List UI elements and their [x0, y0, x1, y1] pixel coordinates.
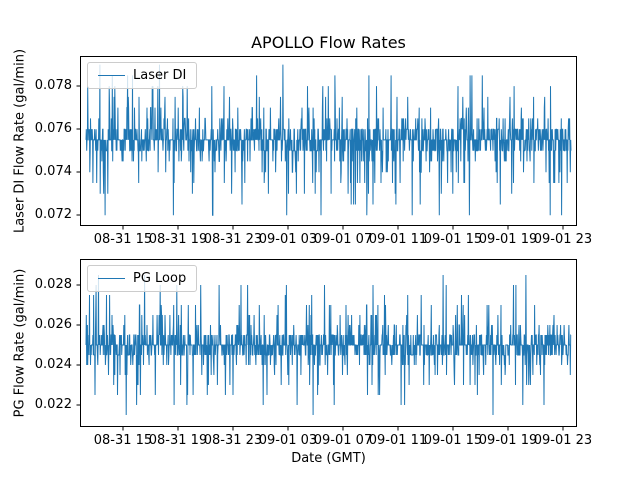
- x-tick-label: 08-31 15: [93, 433, 153, 448]
- x-tick-label: 09-01 07: [313, 433, 373, 448]
- x-tick-label: 09-01 11: [368, 433, 428, 448]
- pg-loop-series-line: [85, 274, 572, 416]
- y-tick-label: 0.024: [34, 357, 72, 372]
- subplot-pg-plot-area: [76, 259, 577, 431]
- y-tick-label: 0.074: [34, 164, 72, 180]
- x-tick-label: 08-31 23: [203, 232, 263, 247]
- figure-title: APOLLO Flow Rates: [251, 33, 406, 52]
- x-tick-label: 08-31 15: [93, 232, 153, 247]
- legend-line-sample-pg-loop: [98, 278, 125, 279]
- laser-di-series-line: [85, 64, 572, 216]
- x-tick-label: 08-31 23: [203, 433, 263, 448]
- x-axis-label: Date (GMT): [291, 451, 366, 466]
- x-tick-label: 09-01 11: [368, 232, 428, 247]
- legend-laser-di: Laser DI: [87, 62, 198, 89]
- y-tick-label: 0.028: [34, 277, 72, 292]
- axes-frame: [80, 259, 577, 427]
- x-tick-label: 08-31 19: [148, 232, 208, 247]
- x-tick-label: 09-01 07: [313, 232, 373, 247]
- subplot-laser-di-plot-area: [76, 56, 577, 230]
- y-tick-label: 0.026: [34, 317, 72, 332]
- x-tick-label: 09-01 03: [258, 433, 318, 448]
- x-tick-label: 09-01 19: [478, 433, 538, 448]
- y-tick-label: 0.078: [34, 78, 72, 94]
- x-tick-label: 09-01 23: [533, 232, 593, 247]
- y-tick-label: 0.076: [34, 121, 72, 137]
- legend-line-sample-laser-di: [98, 75, 125, 76]
- axes-frame: [80, 56, 577, 226]
- x-tick-label: 09-01 19: [478, 232, 538, 247]
- legend-pg-loop: PG Loop: [87, 265, 198, 292]
- y-tick-label: 0.022: [34, 397, 72, 412]
- x-tick-label: 09-01 23: [533, 433, 593, 448]
- y-axis-label-laser-di: Laser DI Flow Rate (gal/min): [12, 48, 28, 234]
- x-tick-label: 09-01 15: [423, 433, 483, 448]
- y-tick-label: 0.072: [34, 207, 72, 223]
- legend-label-laser-di: Laser DI: [133, 68, 187, 83]
- x-tick-label: 09-01 15: [423, 232, 483, 247]
- legend-label-pg-loop: PG Loop: [133, 271, 187, 286]
- x-tick-label: 08-31 19: [148, 433, 208, 448]
- x-tick-label: 09-01 03: [258, 232, 318, 247]
